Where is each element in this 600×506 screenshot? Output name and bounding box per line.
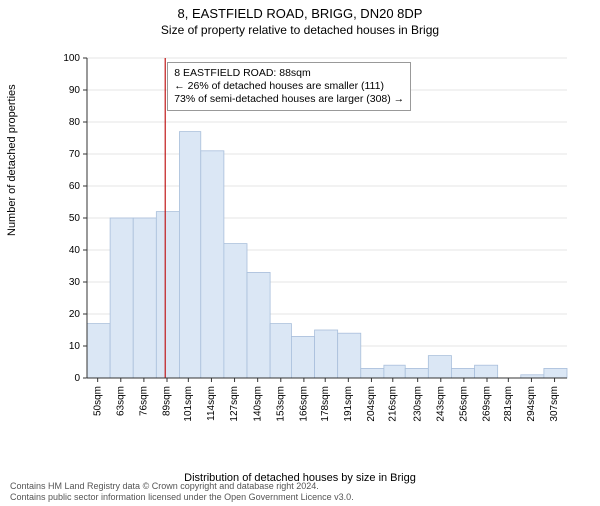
svg-text:269sqm: 269sqm xyxy=(482,386,493,422)
svg-text:178sqm: 178sqm xyxy=(320,386,331,422)
page-subtitle: Size of property relative to detached ho… xyxy=(0,23,600,37)
svg-text:307sqm: 307sqm xyxy=(549,386,560,422)
svg-text:166sqm: 166sqm xyxy=(299,386,310,422)
svg-text:76sqm: 76sqm xyxy=(139,386,150,416)
svg-text:0: 0 xyxy=(74,373,80,384)
svg-text:216sqm: 216sqm xyxy=(387,386,398,422)
svg-text:191sqm: 191sqm xyxy=(343,386,354,422)
annotation-line-1: 8 EASTFIELD ROAD: 88sqm xyxy=(174,67,404,80)
svg-text:20: 20 xyxy=(69,309,81,320)
svg-text:101sqm: 101sqm xyxy=(183,386,194,422)
svg-text:127sqm: 127sqm xyxy=(229,386,240,422)
svg-text:100: 100 xyxy=(63,53,80,64)
svg-text:114sqm: 114sqm xyxy=(206,386,217,421)
svg-text:153sqm: 153sqm xyxy=(275,386,286,422)
marker-annotation-box: 8 EASTFIELD ROAD: 88sqm← 26% of detached… xyxy=(167,62,411,111)
attribution-footer: Contains HM Land Registry data © Crown c… xyxy=(10,481,354,502)
annotation-line-3: 73% of semi-detached houses are larger (… xyxy=(174,93,404,106)
svg-text:256sqm: 256sqm xyxy=(459,386,470,422)
page-title: 8, EASTFIELD ROAD, BRIGG, DN20 8DP xyxy=(0,6,600,21)
footer-line-2: Contains public sector information licen… xyxy=(10,492,354,502)
svg-text:89sqm: 89sqm xyxy=(162,386,173,416)
svg-text:50: 50 xyxy=(69,213,81,224)
y-axis-label: Number of detached properties xyxy=(6,84,18,236)
svg-text:281sqm: 281sqm xyxy=(503,386,514,422)
svg-text:70: 70 xyxy=(69,149,81,160)
svg-text:40: 40 xyxy=(69,245,81,256)
svg-text:30: 30 xyxy=(69,277,81,288)
svg-text:10: 10 xyxy=(69,341,81,352)
svg-text:243sqm: 243sqm xyxy=(435,386,446,422)
svg-text:60: 60 xyxy=(69,181,81,192)
svg-text:230sqm: 230sqm xyxy=(412,386,423,422)
svg-text:90: 90 xyxy=(69,85,81,96)
svg-text:204sqm: 204sqm xyxy=(366,386,377,422)
svg-text:50sqm: 50sqm xyxy=(92,386,103,416)
annotation-line-2: ← 26% of detached houses are smaller (11… xyxy=(174,80,404,93)
svg-text:63sqm: 63sqm xyxy=(115,386,126,416)
svg-text:80: 80 xyxy=(69,117,81,128)
svg-text:294sqm: 294sqm xyxy=(526,386,537,422)
footer-line-1: Contains HM Land Registry data © Crown c… xyxy=(10,481,354,491)
svg-text:140sqm: 140sqm xyxy=(252,386,263,422)
